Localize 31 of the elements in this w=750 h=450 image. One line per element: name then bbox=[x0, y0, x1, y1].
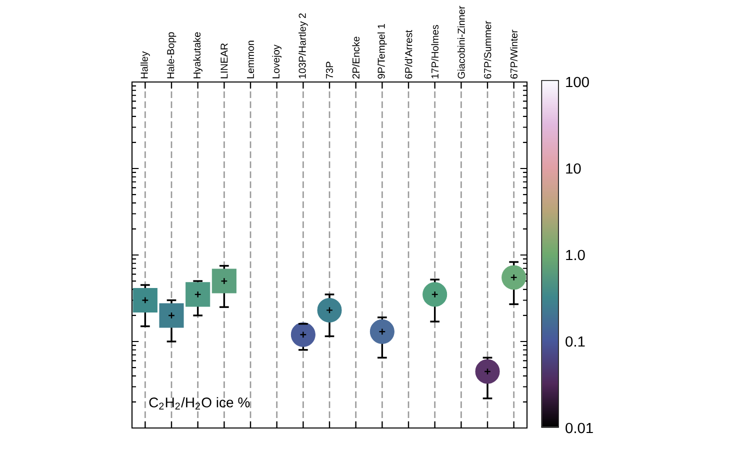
x-tick-label: 2P/Encke bbox=[352, 36, 360, 79]
x-tick-label: Lovejoy bbox=[272, 44, 282, 78]
x-tick-label: Giacobini-Zinner bbox=[458, 6, 465, 79]
x-tick-label: Halley bbox=[140, 51, 150, 78]
point bbox=[422, 282, 448, 307]
x-tick-label: Lemmon bbox=[247, 40, 254, 78]
point bbox=[186, 282, 210, 307]
y2-tick-label: 0.1 bbox=[566, 336, 585, 347]
x-tick-label: 9P/Tempel 1 bbox=[378, 24, 387, 79]
annotation: C$_{2}$H$_{2}$/H$_{2}$O ice % bbox=[149, 397, 250, 410]
point bbox=[475, 359, 500, 384]
x-tick-label: 73P bbox=[326, 62, 334, 79]
x-tick-label: Hyakutake bbox=[193, 32, 202, 78]
x-tick-label: 103P/Hartley 2 bbox=[298, 13, 308, 78]
y2-tick-label: 1.0 bbox=[566, 250, 585, 260]
x-tick-label: 67P/Winter bbox=[510, 30, 518, 79]
point bbox=[290, 322, 316, 347]
x-tick-label: 6P/d'Arrest bbox=[404, 30, 412, 79]
point bbox=[212, 268, 236, 294]
x-tick-label: 67P/Summer bbox=[484, 20, 492, 79]
y2-tick-label: 100 bbox=[566, 76, 589, 88]
point bbox=[370, 319, 394, 344]
y2-tick-label: 0.01 bbox=[566, 422, 593, 434]
point bbox=[132, 288, 158, 312]
point bbox=[159, 303, 184, 328]
x-tick-label: LINEAR bbox=[220, 43, 228, 78]
x-tick-label: 17P/Holmes bbox=[431, 24, 439, 78]
point bbox=[317, 298, 342, 322]
point bbox=[502, 265, 526, 290]
y2-tick-label: 10 bbox=[566, 163, 581, 174]
x-tick-label: Hale-Bopp bbox=[166, 32, 176, 78]
